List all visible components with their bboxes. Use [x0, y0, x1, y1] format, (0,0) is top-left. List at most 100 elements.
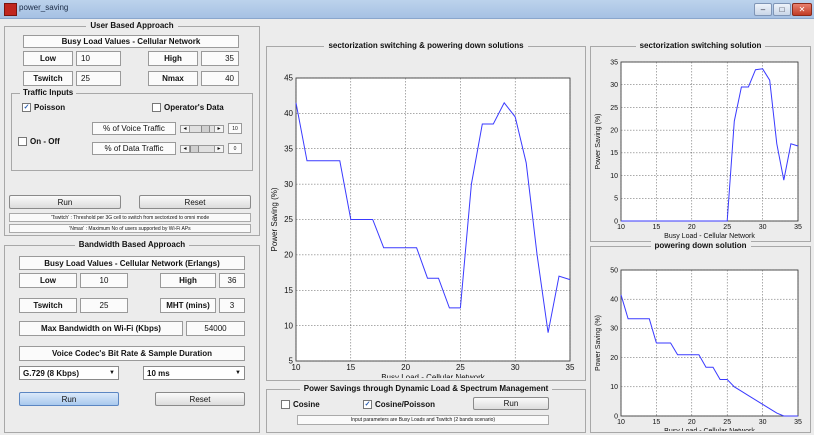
y-tick-label: 30 — [610, 326, 618, 333]
data-traffic-slider[interactable]: ◂ ▸ — [180, 145, 224, 153]
poisson-checkbox[interactable]: ✓ Poisson — [22, 103, 65, 112]
maximize-button[interactable]: □ — [773, 3, 791, 16]
x-tick-label: 20 — [688, 419, 696, 426]
slider-right-arrow-icon[interactable]: ▸ — [214, 126, 223, 132]
x-tick-label: 30 — [759, 224, 767, 231]
y-tick-label: 30 — [610, 82, 618, 89]
x-tick-label: 35 — [794, 224, 802, 231]
x-axis-label: Busy Load - Cellular Network — [664, 233, 755, 240]
bw-high-input[interactable]: 36 — [219, 273, 245, 288]
x-tick-label: 25 — [456, 363, 465, 372]
user-nmax-input[interactable]: 40 — [201, 71, 239, 86]
figure-client-area: User Based Approach Busy Load Values - C… — [0, 19, 814, 435]
dynamic-panel-title: Power Savings through Dynamic Load & Spe… — [299, 384, 553, 393]
y-tick-label: 10 — [610, 384, 618, 391]
user-based-panel: User Based Approach Busy Load Values - C… — [4, 21, 260, 236]
slider-thumb[interactable] — [201, 126, 210, 132]
dynamic-run-button[interactable]: Run — [473, 397, 549, 410]
poisson-label: Poisson — [34, 103, 66, 112]
slider-thumb[interactable] — [190, 146, 199, 152]
y-tick-label: 0 — [614, 218, 618, 225]
x-tick-label: 25 — [723, 224, 731, 231]
user-run-button[interactable]: Run — [9, 195, 121, 209]
user-low-input[interactable]: 10 — [76, 51, 121, 66]
user-reset-button[interactable]: Reset — [139, 195, 251, 209]
codec-label: Voice Codec's Bit Rate & Sample Duration — [19, 346, 245, 361]
slider-left-arrow-icon[interactable]: ◂ — [181, 146, 190, 152]
slider-left-arrow-icon[interactable]: ◂ — [181, 126, 190, 132]
window-title: power_saving — [19, 3, 69, 12]
data-traffic-value: 0 — [228, 143, 242, 154]
y-tick-label: 5 — [614, 196, 618, 203]
voice-traffic-slider[interactable]: ◂ ▸ — [180, 125, 224, 133]
traffic-inputs-panel: Traffic Inputs ✓ Poisson Operator's Data … — [11, 88, 253, 171]
y-tick-label: 20 — [610, 127, 618, 134]
y-tick-label: 35 — [284, 144, 293, 153]
dynamic-note: Input parameters are Busy Loads and Tswi… — [297, 415, 549, 425]
chevron-down-icon: ▼ — [235, 370, 241, 376]
bandwidth-based-panel: Bandwidth Based Approach Busy Load Value… — [4, 240, 260, 433]
nmax-note: 'Nmax' : Maximum No of users supported b… — [9, 224, 251, 233]
duration-dropdown[interactable]: 10 ms ▼ — [143, 366, 245, 380]
x-axis-label: Busy Load - Cellular Network — [664, 428, 755, 431]
plot-area — [295, 77, 571, 362]
y-tick-label: 25 — [284, 215, 293, 224]
x-axis-label: Busy Load - Cellular Network — [381, 373, 486, 378]
data-traffic-label: % of Data Traffic — [92, 142, 176, 155]
cosine-poisson-checkbox[interactable]: ✓ Cosine/Poisson — [363, 400, 435, 409]
y-tick-label: 30 — [284, 180, 293, 189]
user-low-label: Low — [23, 51, 73, 66]
poisson-check-icon: ✓ — [22, 103, 31, 112]
user-high-input[interactable]: 35 — [201, 51, 239, 66]
chevron-down-icon: ▼ — [109, 370, 115, 376]
bw-low-input[interactable]: 10 — [80, 273, 128, 288]
x-tick-label: 30 — [511, 363, 520, 372]
y-tick-label: 5 — [289, 357, 294, 366]
x-tick-label: 35 — [794, 419, 802, 426]
plot-area — [620, 269, 799, 417]
y-axis-label: Power Saving (%) — [595, 113, 602, 169]
x-tick-label: 10 — [617, 419, 625, 426]
series-line — [620, 294, 798, 417]
y-tick-label: 15 — [610, 150, 618, 157]
powering-down-savings-chart: 10152025303501020304050Busy Load - Cellu… — [595, 267, 802, 431]
y-tick-label: 45 — [284, 74, 293, 83]
bw-reset-button[interactable]: Reset — [155, 392, 245, 406]
bw-run-button[interactable]: Run — [19, 392, 119, 406]
y-tick-label: 0 — [614, 413, 618, 420]
user-subtitle: Busy Load Values - Cellular Network — [23, 35, 239, 48]
window-titlebar: power_saving – □ ✕ — [0, 0, 814, 19]
bw-tswitch-input[interactable]: 25 — [80, 298, 128, 313]
voice-traffic-label: % of Voice Traffic — [92, 122, 176, 135]
bw-high-label: High — [160, 273, 216, 288]
cosine-checkbox[interactable]: Cosine — [281, 400, 320, 409]
codec-dropdown[interactable]: G.729 (8 Kbps) ▼ — [19, 366, 119, 380]
series-line — [621, 68, 799, 222]
operators-data-checkbox[interactable]: Operator's Data — [152, 103, 224, 112]
x-tick-label: 15 — [653, 419, 661, 426]
minimize-button[interactable]: – — [754, 3, 772, 16]
on-off-label: On - Off — [30, 137, 60, 146]
user-tswitch-input[interactable]: 25 — [76, 71, 121, 86]
close-button[interactable]: ✕ — [792, 3, 812, 16]
max-bandwidth-input[interactable]: 54000 — [186, 321, 245, 336]
y-tick-label: 10 — [610, 173, 618, 180]
slider-right-arrow-icon[interactable]: ▸ — [214, 146, 223, 152]
bw-low-label: Low — [19, 273, 77, 288]
y-tick-label: 20 — [284, 251, 293, 260]
series-line — [295, 101, 571, 333]
sectorization-chart-title: sectorization switching solution — [635, 41, 766, 50]
dynamic-load-panel: Power Savings through Dynamic Load & Spe… — [266, 384, 586, 433]
powering-down-chart-title: powering down solution — [650, 241, 751, 250]
y-tick-label: 50 — [610, 267, 618, 274]
operators-data-label: Operator's Data — [164, 103, 224, 112]
mht-input[interactable]: 3 — [219, 298, 245, 313]
max-bandwidth-label: Max Bandwidth on Wi-Fi (Kbps) — [19, 321, 183, 336]
matlab-app-icon — [4, 3, 17, 16]
x-tick-label: 15 — [346, 363, 355, 372]
on-off-checkbox[interactable]: On - Off — [18, 137, 60, 146]
traffic-inputs-title: Traffic Inputs — [20, 88, 77, 97]
tswitch-note: 'Tswitch' : Threshold per 3G cell to swi… — [9, 213, 251, 222]
mht-label: MHT (mins) — [160, 298, 216, 313]
